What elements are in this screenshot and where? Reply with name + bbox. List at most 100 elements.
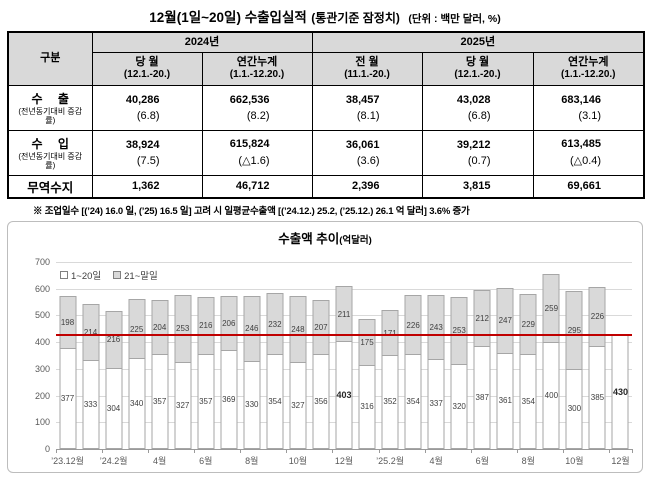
legend-item: 21~말일: [113, 268, 158, 282]
cell-value: 43,028: [456, 93, 491, 106]
bar-label: 214: [83, 327, 98, 337]
x-axis-label: 6월: [475, 456, 489, 466]
bar-’24.2월: 216 304: [105, 311, 123, 449]
bar-6월: 216 357: [197, 296, 215, 449]
cell-rate: (8.2): [246, 109, 270, 122]
bar-label: 175: [360, 337, 374, 347]
bar-7월: 206 369: [220, 296, 238, 449]
bar-5월: 253 327: [174, 295, 192, 449]
grid-line: [56, 262, 632, 263]
chart-legend: 1~20일 21~말일: [60, 268, 158, 282]
x-axis-tick: [194, 449, 196, 453]
col-period: (1.1.-12.20.): [561, 69, 616, 81]
col-title: 연간누계: [236, 55, 278, 68]
bar-segment-early-period: 316: [358, 364, 376, 449]
working-days-footnote: ※ 조업일수 [(’24) 16.0 일, (’25) 16.5 일] 고려 시…: [33, 206, 470, 217]
cell-rate: (8.1): [356, 109, 380, 122]
bar-3월: 226 354: [404, 295, 422, 449]
y-axis: 0 100 200 300 400 500 600 700: [8, 257, 52, 454]
bar-label: 253: [176, 324, 190, 334]
col-header-2024-month: 당 월 (12.1.-20.): [91, 51, 203, 86]
col-header-2025-prev-month: 전 월 (11.1.-20.): [311, 51, 423, 86]
plot-area: 198 377 214 333 216 304 225 340 204 357 253 327 216 3…: [56, 262, 633, 453]
page-title: 12월(1일~20일) 수출입실적 (통관기준 잠정치) (단위 : 백만 달러…: [7, 6, 643, 27]
x-axis-label: 4월: [429, 456, 443, 466]
bar-label: 300: [567, 404, 582, 414]
bar-segment-late-period: 295: [565, 291, 583, 370]
cell-rate: (△0.4): [569, 155, 602, 167]
bar-’23.12월: 198 377: [59, 296, 77, 449]
bar-label: 354: [406, 397, 420, 407]
bar-label: 361: [498, 396, 512, 406]
bar-segment-late-period: 206: [220, 296, 238, 352]
bar-label: 304: [106, 403, 121, 413]
bar-label: 207: [314, 322, 328, 332]
bar-label: 327: [291, 400, 305, 410]
x-axis-tick: [516, 449, 518, 453]
bar-segment-late-period: 198: [59, 296, 77, 350]
bar-label: 206: [222, 319, 236, 329]
cell-imports-2: 36,061 (3.6): [311, 129, 423, 176]
col-title: 당 월: [465, 55, 490, 68]
x-axis-label: 8월: [245, 456, 259, 466]
bar-segment-early-period: 357: [151, 353, 169, 449]
bar-label: 246: [245, 324, 259, 334]
bar-10월: 295 300: [565, 291, 583, 449]
cell-value: 2,396: [351, 180, 380, 193]
col-title: 당 월: [135, 55, 159, 68]
cell-value: 3,815: [462, 180, 491, 193]
bar-segment-early-period: 377: [59, 348, 77, 449]
x-axis: ’23.12월 ’24.2월 4월 6월 8월 10월 12월 ’25.2월 4월 6월 8월 10월…: [51, 454, 632, 468]
export-trend-chart: 수출액 추이(억달러) 1~20일 21~말일 0 100 200 300 400 500 6…: [7, 221, 643, 473]
bar-label: 229: [521, 320, 535, 330]
bar-segment-early-period: 403: [335, 341, 353, 449]
bar-4월: 243 337: [427, 295, 445, 449]
bar-3월: 225 340: [128, 299, 146, 449]
bar-segment-early-period: 320: [450, 363, 468, 449]
bar-segment-early-period: 400: [542, 342, 560, 449]
x-axis-label: 12월: [611, 456, 630, 466]
cell-rate: (7.5): [136, 154, 160, 167]
bar-segment-late-period: 246: [243, 296, 261, 362]
row-label: 수 입: [31, 136, 69, 151]
cell-balance-4: 69,661: [532, 174, 645, 199]
cell-exports-1: 662,536 (8.2): [201, 84, 313, 131]
bar-label: 253: [452, 326, 466, 336]
bar-label: 204: [152, 322, 167, 332]
col-header-2025-month: 당 월 (12.1.-20.): [421, 51, 534, 86]
bar-segment-early-period: 304: [105, 367, 123, 449]
x-axis-tick: [562, 449, 564, 453]
cell-rate: (3.6): [356, 154, 380, 167]
bar-segment-late-period: 216: [105, 311, 123, 369]
cell-exports-2: 38,457 (8.1): [311, 84, 423, 131]
x-axis-label: 4월: [153, 456, 167, 466]
bar-4월: 204 357: [151, 300, 169, 449]
bar-segment-late-period: 253: [174, 295, 192, 363]
bar-label: 211: [337, 309, 351, 319]
row-label: 무역수지: [27, 180, 74, 195]
bar-’25.1월: 175 316: [358, 318, 376, 449]
bar-segment-late-period: 171: [381, 310, 399, 356]
bar-label: 337: [429, 399, 443, 409]
bar-label: 354: [521, 397, 535, 407]
y-axis-tick-label: 500: [34, 310, 50, 321]
bar-segment-late-period: 259: [542, 273, 560, 344]
x-axis-tick: [102, 449, 104, 453]
bar-10월: 248 327: [289, 296, 307, 449]
y-axis-tick-label: 100: [34, 417, 50, 428]
table-row-imports: 수 입 (전년동기대비 증감률) 38,924 (7.5) 615,824 (△1.…: [7, 129, 645, 176]
bar-segment-late-period: 212: [473, 290, 491, 347]
cell-balance-2: 2,396: [311, 174, 423, 199]
bar-label: 356: [314, 396, 328, 406]
bar-label: 198: [60, 318, 75, 328]
bar-5월: 253 320: [450, 296, 468, 449]
cell-exports-3: 43,028 (6.8): [421, 84, 534, 131]
trade-report-page: 12월(1일~20일) 수출입실적 (통관기준 잠정치) (단위 : 백만 달러…: [7, 6, 646, 473]
bar-segment-late-period: 225: [128, 299, 146, 360]
bar-label: 216: [106, 335, 121, 345]
cell-imports-0: 38,924 (7.5): [91, 129, 203, 176]
bar-9월: 232 354: [266, 293, 284, 449]
bar-label: 330: [245, 400, 259, 410]
year-2025-header: 2025년: [311, 31, 645, 53]
bar-segment-early-period: 354: [519, 354, 537, 449]
